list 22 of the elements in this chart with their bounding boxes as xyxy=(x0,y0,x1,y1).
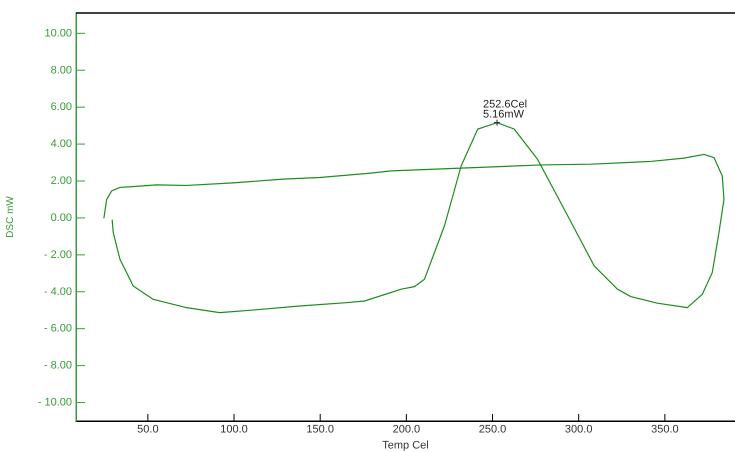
y-tick-label: - 10.00 xyxy=(38,396,72,409)
x-tick-label: 150.0 xyxy=(306,424,334,436)
y-tick-label: - 4.00 xyxy=(44,286,72,298)
y-tick-label: 6.00 xyxy=(50,101,72,114)
x-tick-label: 250.0 xyxy=(478,424,506,436)
y-tick-label: 0.00 xyxy=(50,212,72,224)
y-tick-label: 2.00 xyxy=(50,175,72,188)
annotation: 252.6Cel xyxy=(483,98,528,111)
x-tick-label: 100.0 xyxy=(220,424,248,436)
x-tick-label: 50.0 xyxy=(137,424,159,436)
y-tick-label: 10.00 xyxy=(44,27,72,40)
x-tick-label: 350.0 xyxy=(651,424,679,436)
y-tick-label: 4.00 xyxy=(50,138,72,150)
annotation: 5.16mW xyxy=(483,108,525,121)
y-axis-title: DSC mW xyxy=(4,196,16,238)
y-tick-label: 8.00 xyxy=(50,64,72,76)
y-tick-label: - 6.00 xyxy=(44,322,72,335)
x-tick-label: 300.0 xyxy=(564,424,592,436)
x-axis-title: Temp Cel xyxy=(382,439,429,452)
x-tick-label: 200.0 xyxy=(392,424,420,436)
y-tick-label: - 2.00 xyxy=(44,248,72,261)
y-tick-label: - 8.00 xyxy=(44,360,72,372)
